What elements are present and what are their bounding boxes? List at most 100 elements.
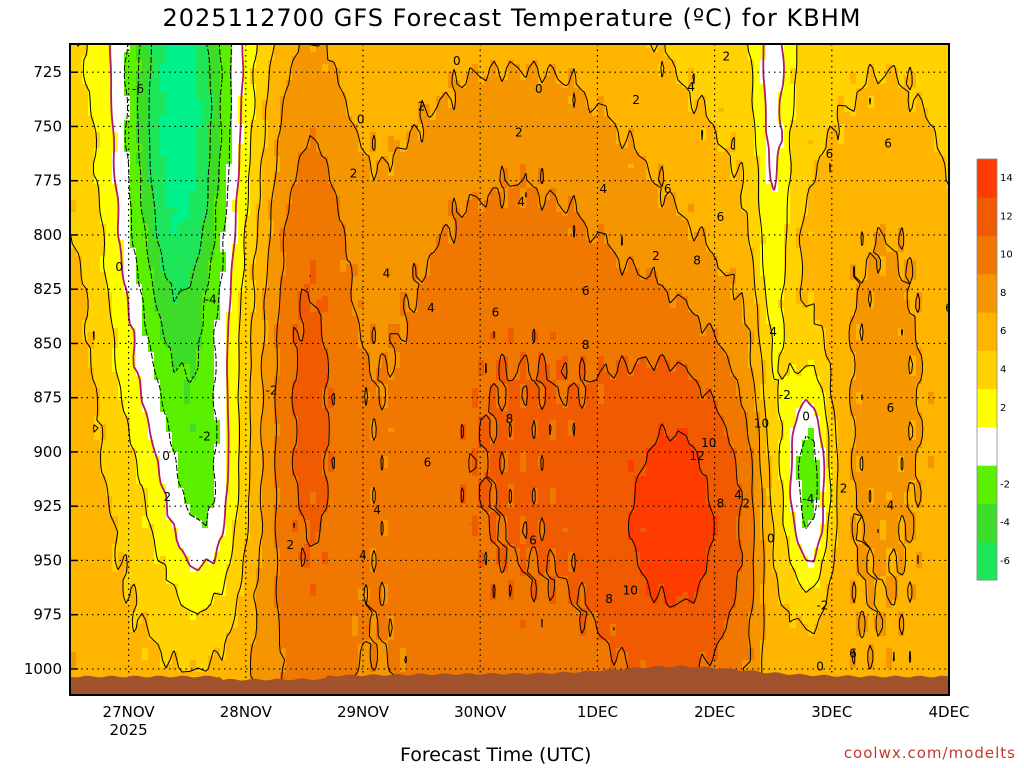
contour-label: 6 [887,401,895,415]
y-tick-label: 750 [33,117,62,135]
colorbar-label: 8 [1000,288,1006,299]
colorbar-label: 4 [1000,365,1006,376]
contour-line [136,44,223,384]
contour-line [123,44,818,530]
contour-label: 0 [357,112,365,126]
contour-label: 2 [840,481,848,495]
colorbar-segment [977,388,997,428]
contour-label: 6 [424,455,432,469]
contour-label: 2 [652,249,660,263]
contour-label: 6 [664,182,672,196]
colorbar-label: 2 [1000,403,1006,414]
x-axis-title: Forecast Time (UTC) [400,744,591,766]
contour-label: 8 [717,497,725,511]
x-tick-label: 28NOV [220,703,273,721]
colorbar-segment [977,312,997,351]
colorbar-segment [977,273,997,313]
contour-label: 10 [701,436,716,450]
y-tick-label: 875 [33,389,62,407]
colorbar-label: 10 [1000,250,1013,261]
contour-label: 2 [418,99,426,113]
gridlines [70,44,949,695]
contour-label: -6 [132,82,144,96]
contour-label: 2 [163,490,171,504]
temperature-contour-lines [70,44,949,695]
contour-labels: -6-4-2-200000222222244444446666666666888… [115,50,953,674]
contour-label: 0 [535,82,543,96]
x-tick-label: 1DEC [577,703,618,721]
contour-line [274,135,755,695]
x-tick-label: 30NOV [454,703,507,721]
contour-label: 0 [162,449,170,463]
contour-label: 0 [767,531,775,545]
colorbar-segment [977,503,997,543]
contour-label: 6 [492,306,500,320]
contour-label: 10 [754,416,769,430]
contour-label: 4 [383,267,391,281]
colorbar-segment [977,426,997,466]
contour-line [148,44,213,302]
contour-label: 8 [582,338,590,352]
y-tick-label: 775 [33,172,62,190]
y-tick-label: 1000 [24,660,62,678]
y-tick-label: 850 [33,334,62,352]
colorbar-segment [977,350,997,390]
contour-label: 12 [689,449,704,463]
contour-label: 4 [599,182,607,196]
colorbar-segment [977,235,997,275]
y-tick-label: 825 [33,280,62,298]
contour-label: 6 [884,136,892,150]
y-tick-label: 975 [33,606,62,624]
colorbar: -6 -4 -2 2 4 6 8 10 12 14 [976,158,1013,581]
contour-label: 4 [373,503,381,517]
contour-label: 4 [427,301,435,315]
y-tick-label: 800 [33,226,62,244]
contour-label: 4 [687,80,695,94]
contour-label: 2 [722,50,730,64]
contour-label: 6 [826,147,834,161]
x-tick-label: 3DEC [811,703,852,721]
plot-frame [69,43,950,696]
contour-line [291,275,743,695]
colorbar-segment [977,541,997,581]
chart-title: 2025112700 GFS Forecast Temperature (ºC)… [0,4,1024,32]
contour-label: 4 [734,488,742,502]
contour-label: 6 [529,533,537,547]
x-tick-label: 27NOV [103,703,156,721]
colorbar-segment [977,159,997,198]
contour-label: -4 [802,492,814,506]
colorbar-label: 12 [1000,211,1013,222]
contour-line [108,44,826,572]
contour-label: 4 [359,549,367,563]
y-tick-label: 925 [33,497,62,515]
contour-line [70,44,949,673]
terrain-ground [70,665,949,695]
colorbar-label: 6 [1000,326,1006,337]
contour-label: 6 [582,284,590,298]
contour-label: 2 [742,497,750,511]
y-axis: 725 750 775 800 825 850 875 900 925 950 975 1000 [24,63,78,678]
x-axis: 27NOV 28NOV 29NOV 30NOV 1DEC 2DEC 3DEC 4DEC 2025 [103,703,970,739]
y-tick-label: 725 [33,63,62,81]
x-tick-year-label: 2025 [110,721,148,739]
contour-label: -2 [266,384,278,398]
contour-label: 6 [945,301,953,315]
colorbar-frame [976,158,998,581]
contour-line [85,44,924,695]
contour-label: 6 [849,646,857,660]
x-tick-label: 4DEC [928,703,969,721]
x-tick-label: 2DEC [694,703,735,721]
contour-label: 0 [802,410,810,424]
contour-label: 2 [515,125,523,139]
contour-label: 4 [769,325,777,339]
colorbar-label: -4 [1000,518,1010,529]
contour-label: 2 [287,538,295,552]
contour-label: 6 [717,210,725,224]
source-credit: coolwx.com/modelts [844,744,1016,762]
contour-label: 4 [517,195,525,209]
y-tick-label: 900 [33,443,62,461]
colorbar-label: -2 [1000,479,1010,490]
y-tick-label: 950 [33,551,62,569]
contour-label: 10 [623,583,638,597]
